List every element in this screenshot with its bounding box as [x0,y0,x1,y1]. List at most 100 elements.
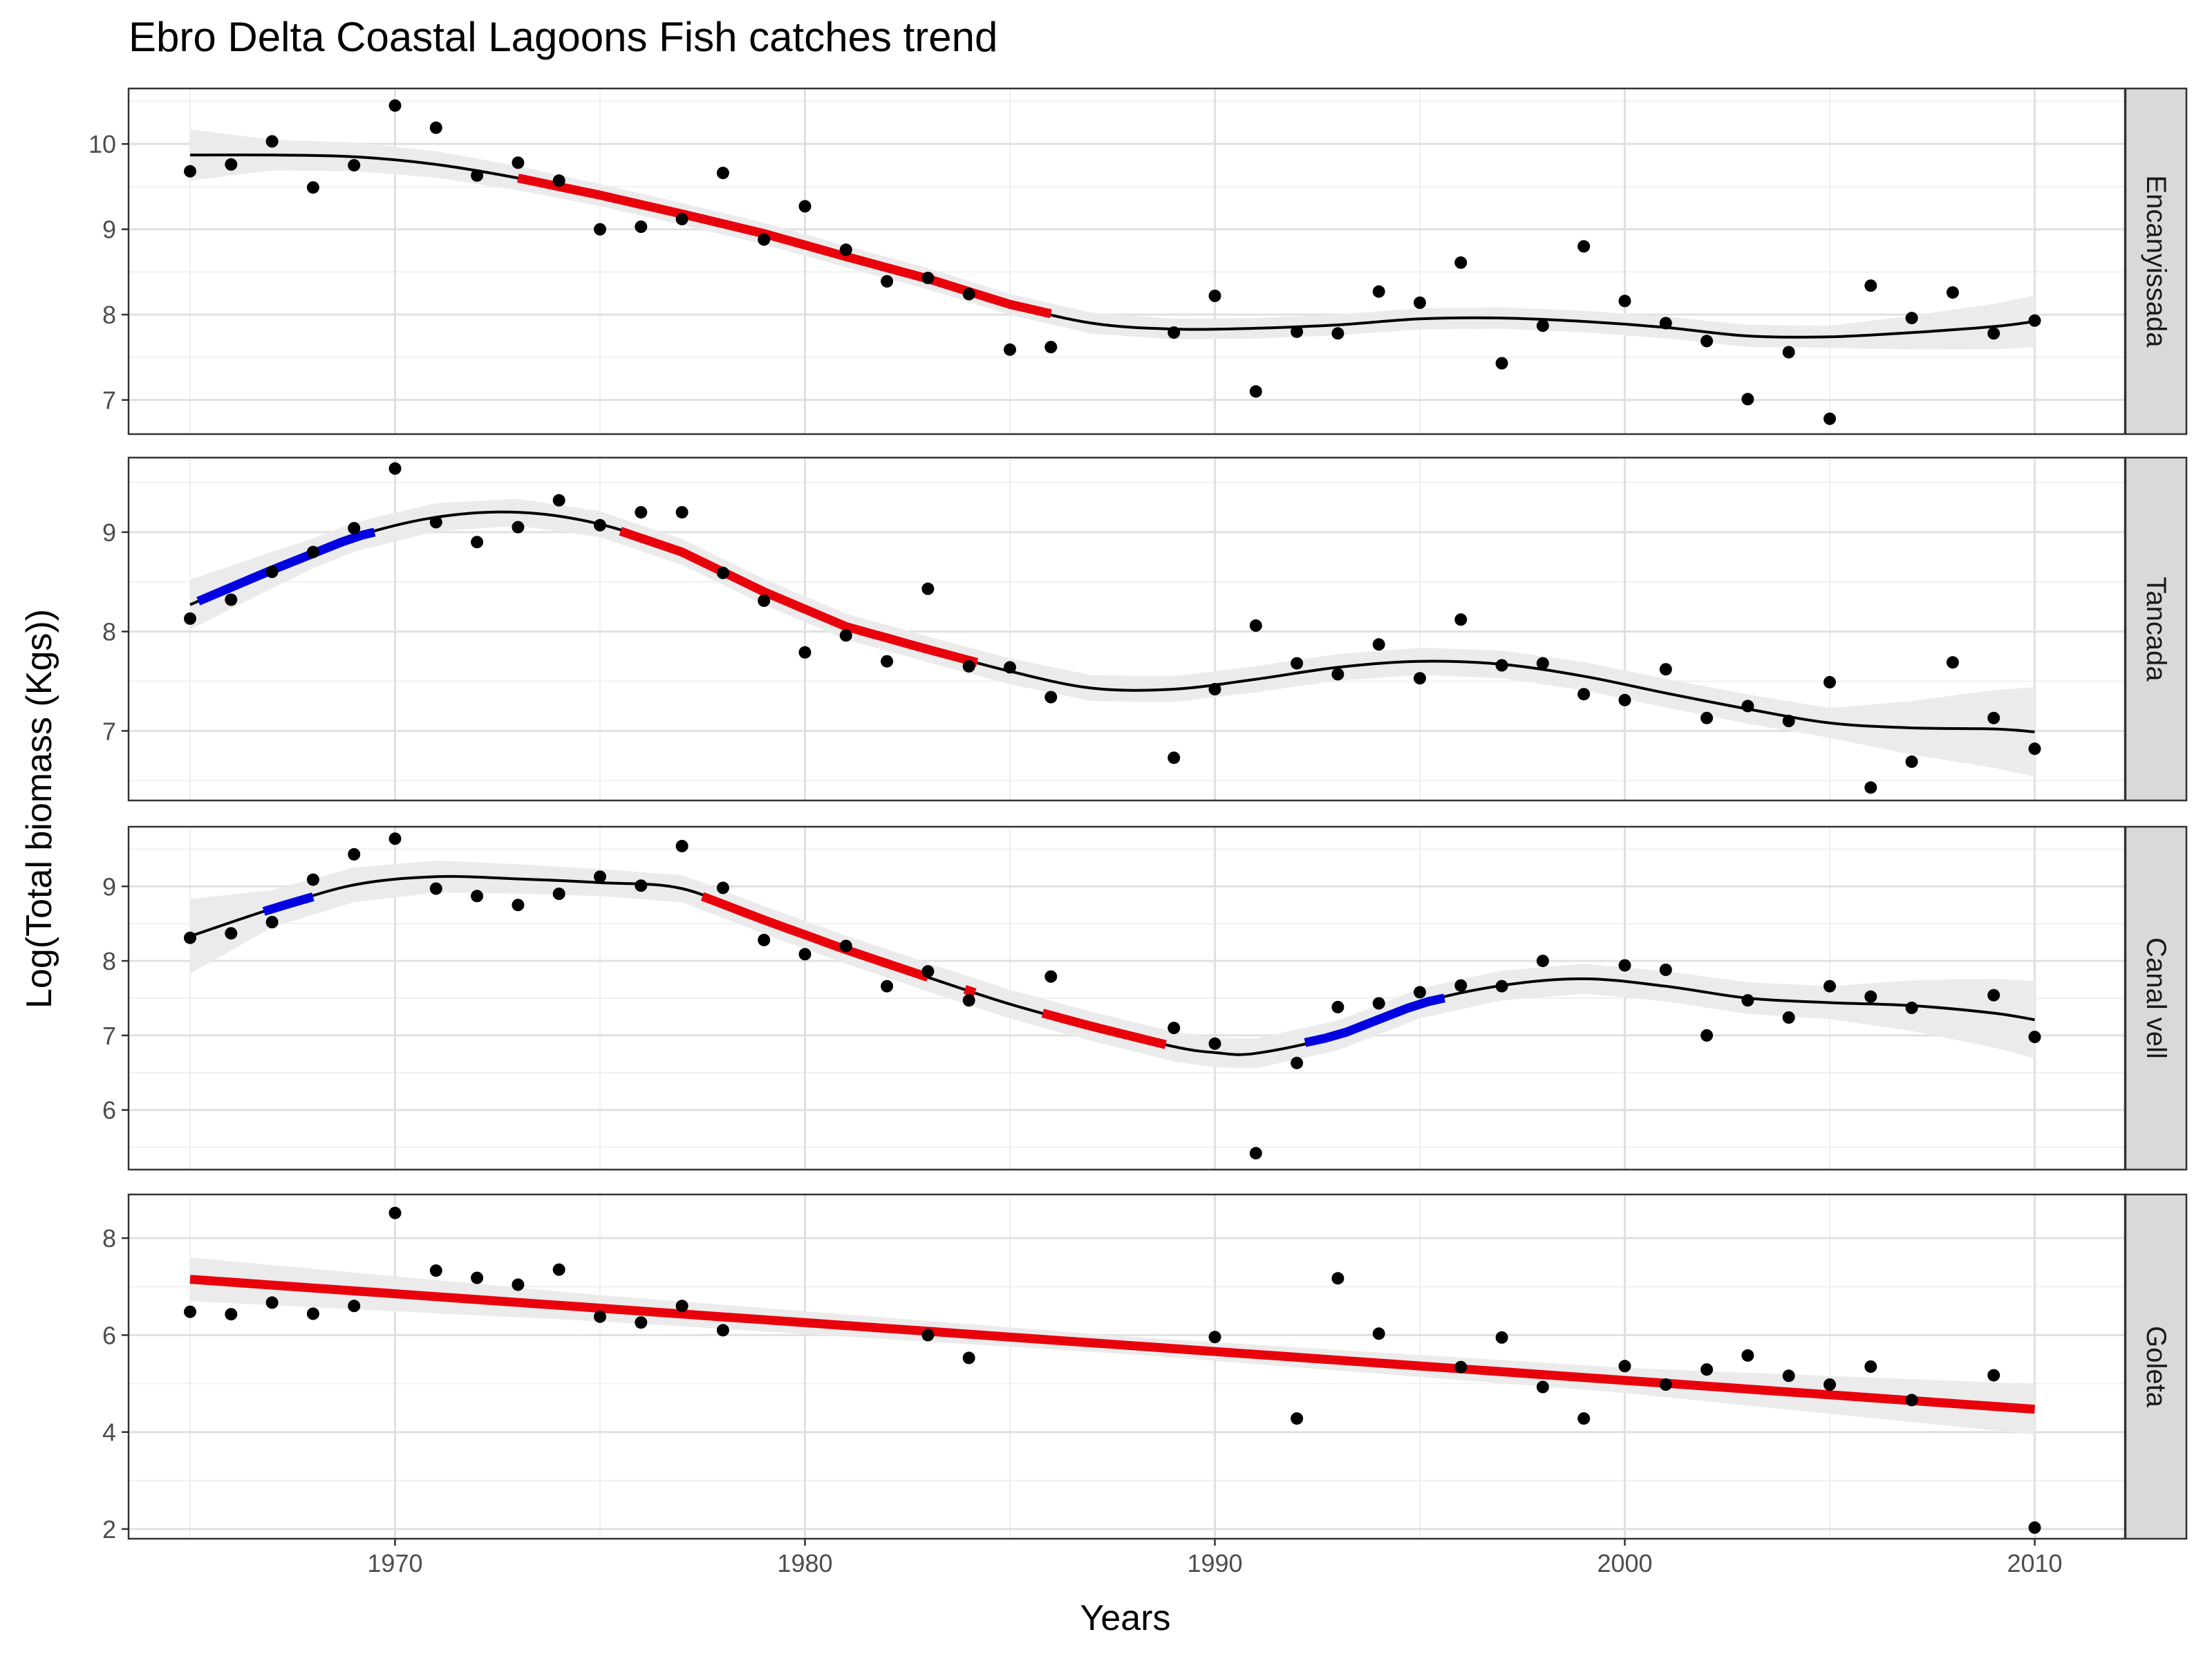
data-point [1291,1412,1304,1425]
data-point [1414,296,1426,309]
data-point [552,1263,565,1276]
data-point [921,272,935,285]
decrease-segment [963,985,977,997]
data-point [2028,742,2041,756]
x-tick-label: 2010 [2007,1549,2062,1577]
facet-strip-label: Tancada [2141,577,2171,682]
data-point [675,506,688,519]
facet-strip [2124,825,2188,1171]
data-point [1454,613,1468,626]
facet-panels: 7 8 9 10 Encanyissada 7 8 9 Tancada 6 7 8 9 Canal vel… [88,87,2188,1544]
data-point [306,873,319,886]
data-point [1495,980,1508,993]
data-point [1004,661,1016,674]
data-point [348,522,361,535]
data-point [1618,693,1631,706]
data-point [1372,285,1385,298]
data-point [635,506,648,519]
data-point [1782,346,1795,359]
data-point [512,521,525,534]
data-point [1987,711,2000,724]
facet-panel-encanyissada: 7 8 9 10 Encanyissada [88,87,2188,435]
data-point [1659,317,1672,330]
data-point [1618,294,1631,308]
y-tick-label: 8 [102,947,116,975]
data-point [1987,327,2000,340]
data-point [1454,979,1468,992]
data-point [1168,326,1181,339]
data-point [1044,970,1058,983]
facet-strip-label: Encanyissada [2141,175,2171,348]
data-point [839,243,852,256]
y-tick-label: 7 [102,717,116,745]
trend-line [189,153,2035,339]
data-point [512,899,525,912]
y-tick-label: 6 [102,1321,116,1349]
facet-strip [2124,456,2188,802]
data-point [429,1264,442,1277]
data-point [1249,619,1262,632]
data-point [881,980,894,993]
data-point [921,965,935,978]
data-point [1331,668,1344,681]
data-point [1782,715,1795,727]
data-point [1824,412,1836,425]
data-point [429,882,442,895]
facet-strip-label: Canal vell [2141,937,2171,1059]
confidence-ribbon [190,498,2035,777]
data-point [552,494,565,507]
data-point [388,99,402,112]
data-point [716,167,729,180]
trend-line [189,510,2035,733]
data-point [881,275,894,288]
data-point [1208,1037,1221,1050]
data-point [675,840,688,852]
data-point [921,582,935,595]
data-point [1905,1394,1918,1407]
increase-segment [262,892,315,916]
data-point [1168,751,1181,765]
data-point [1495,357,1508,370]
facet-panel-goleta: 2 4 6 8 Goleta [102,1193,2188,1544]
data-point [1987,988,2000,1002]
data-point [1905,755,1918,768]
data-point [1824,1378,1836,1391]
data-point [1864,990,1877,1003]
data-point [716,881,729,894]
data-point [306,1307,319,1320]
x-tick-label: 1970 [367,1549,422,1577]
panel-plot-area [189,1257,2035,1435]
facet-strip [2124,87,2188,435]
data-point [594,1310,606,1323]
data-point [1824,675,1836,688]
data-point [1700,1029,1714,1042]
data-point [1700,335,1714,348]
data-point [1331,1272,1344,1285]
data-point [675,212,688,225]
data-point [388,462,402,475]
data-point [1372,638,1385,651]
data-point [1536,1380,1549,1394]
data-point [1782,1369,1795,1382]
data-point [1618,959,1631,972]
data-point [1454,256,1468,269]
data-point [1249,385,1262,398]
data-point [1044,341,1058,354]
data-point [839,629,852,642]
data-point [552,888,565,900]
y-tick-label: 6 [102,1096,116,1125]
data-point [1414,986,1426,999]
x-tick-label: 1990 [1187,1549,1242,1577]
data-point [1004,343,1016,356]
data-point [184,1305,196,1318]
data-point [265,1296,279,1309]
data-point [758,233,771,246]
decrease-segment [517,174,1052,319]
y-tick-label: 4 [102,1418,116,1447]
data-point [716,566,729,579]
y-tick-label: 7 [102,386,116,415]
data-point [1741,393,1754,406]
data-point [1208,1331,1221,1344]
data-point [2028,1521,2041,1534]
y-axis-title: Log(Total biomass (Kgs)) [19,609,59,1009]
